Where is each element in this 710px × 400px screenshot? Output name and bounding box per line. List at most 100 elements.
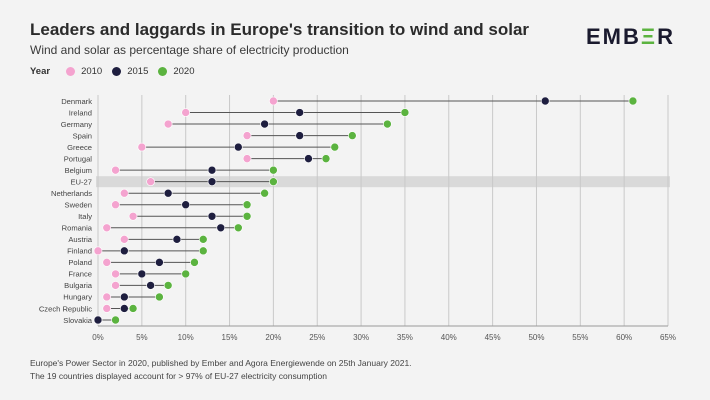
category-label: Ireland xyxy=(69,108,92,117)
point-2010 xyxy=(269,96,278,106)
point-2020 xyxy=(242,211,252,221)
point-2015 xyxy=(234,142,243,152)
point-2010 xyxy=(111,281,120,290)
point-2020 xyxy=(400,108,410,117)
logo-text-start: EMB xyxy=(586,24,641,49)
category-label: Greece xyxy=(67,143,92,152)
legend: Year 2010 2015 2020 xyxy=(30,66,195,77)
point-2010 xyxy=(137,142,147,152)
point-2015 xyxy=(540,96,550,106)
category-label: Germany xyxy=(61,120,92,129)
point-2020 xyxy=(330,142,340,152)
point-2015 xyxy=(93,315,103,325)
point-2020 xyxy=(383,119,392,129)
point-2020 xyxy=(260,188,269,198)
point-2015 xyxy=(304,154,313,163)
logo-text-end: R xyxy=(657,24,675,49)
category-label: Belgium xyxy=(65,166,92,175)
point-2010 xyxy=(111,269,120,279)
point-2020 xyxy=(155,292,164,302)
point-2020 xyxy=(128,304,138,313)
point-2010 xyxy=(181,108,190,117)
point-2010 xyxy=(102,292,112,302)
legend-title: Year xyxy=(30,66,51,77)
point-2015 xyxy=(207,211,217,221)
point-2020 xyxy=(321,154,331,163)
point-2020 xyxy=(163,281,173,290)
footer: Europe's Power Sector in 2020, published… xyxy=(30,357,412,383)
point-2010 xyxy=(120,188,129,198)
point-2015 xyxy=(120,304,129,313)
point-2015 xyxy=(260,119,269,129)
footer-note: The 19 countries displayed account for >… xyxy=(30,371,327,381)
point-2020 xyxy=(111,315,120,325)
x-tick-label: 65% xyxy=(660,333,676,342)
x-tick-label: 15% xyxy=(222,333,238,342)
point-2015 xyxy=(146,281,155,290)
point-2010 xyxy=(242,154,252,163)
point-2010 xyxy=(128,211,138,221)
point-2015 xyxy=(295,131,304,140)
x-tick-label: 50% xyxy=(528,333,544,342)
point-2020 xyxy=(269,165,278,175)
category-label: EU-27 xyxy=(70,177,92,186)
category-label: France xyxy=(68,270,92,279)
legend-label-2010: 2010 xyxy=(81,66,103,77)
legend-swatch-2010 xyxy=(66,67,76,76)
chart-title: Leaders and laggards in Europe's transit… xyxy=(30,20,530,39)
point-2015 xyxy=(163,188,173,198)
category-label: Denmark xyxy=(61,97,92,106)
point-2015 xyxy=(216,223,226,233)
point-2010 xyxy=(120,235,129,244)
point-2010 xyxy=(102,258,112,267)
point-2010 xyxy=(111,165,120,175)
point-2010 xyxy=(111,200,120,210)
x-tick-label: 55% xyxy=(572,333,588,342)
x-tick-label: 0% xyxy=(92,333,104,342)
point-2015 xyxy=(172,235,182,244)
category-label: Czech Republic xyxy=(39,304,92,313)
category-label: Italy xyxy=(78,212,92,221)
point-2020 xyxy=(181,269,190,279)
point-2015 xyxy=(181,200,190,210)
x-tick-label: 10% xyxy=(178,333,194,342)
point-2010 xyxy=(102,223,112,233)
category-label: Netherlands xyxy=(51,189,92,198)
x-tick-label: 45% xyxy=(485,333,501,342)
x-tick-label: 25% xyxy=(309,333,325,342)
point-2010 xyxy=(102,304,112,313)
point-2015 xyxy=(207,177,217,186)
point-2010 xyxy=(242,131,252,140)
chart-subtitle: Wind and solar as percentage share of el… xyxy=(30,43,349,57)
point-2020 xyxy=(348,131,357,140)
point-2015 xyxy=(120,292,129,302)
legend-swatch-2015 xyxy=(112,67,122,76)
point-2020 xyxy=(269,177,278,186)
point-2010 xyxy=(146,177,155,186)
x-tick-label: 35% xyxy=(397,333,413,342)
x-tick-label: 30% xyxy=(353,333,369,342)
point-2010 xyxy=(93,246,103,256)
ember-logo: EMBΞR xyxy=(586,24,675,50)
category-label: Poland xyxy=(68,258,92,267)
legend-label-2015: 2015 xyxy=(127,66,149,77)
category-label: Romania xyxy=(62,224,93,233)
logo-text-accent: Ξ xyxy=(640,24,658,49)
x-tick-label: 20% xyxy=(265,333,281,342)
footer-source: Europe's Power Sector in 2020, published… xyxy=(30,358,412,368)
category-label: Finland xyxy=(67,247,92,256)
point-2020 xyxy=(198,246,208,256)
category-label: Slovakia xyxy=(63,316,92,325)
point-2020 xyxy=(242,200,252,210)
point-2010 xyxy=(163,119,173,129)
category-label: Bulgaria xyxy=(64,281,93,290)
category-label: Spain xyxy=(73,131,92,140)
category-label: Sweden xyxy=(65,201,92,210)
category-label: Austria xyxy=(68,235,92,244)
point-2020 xyxy=(628,96,638,106)
point-2015 xyxy=(207,165,217,175)
point-2020 xyxy=(198,235,208,244)
x-tick-label: 40% xyxy=(441,333,457,342)
